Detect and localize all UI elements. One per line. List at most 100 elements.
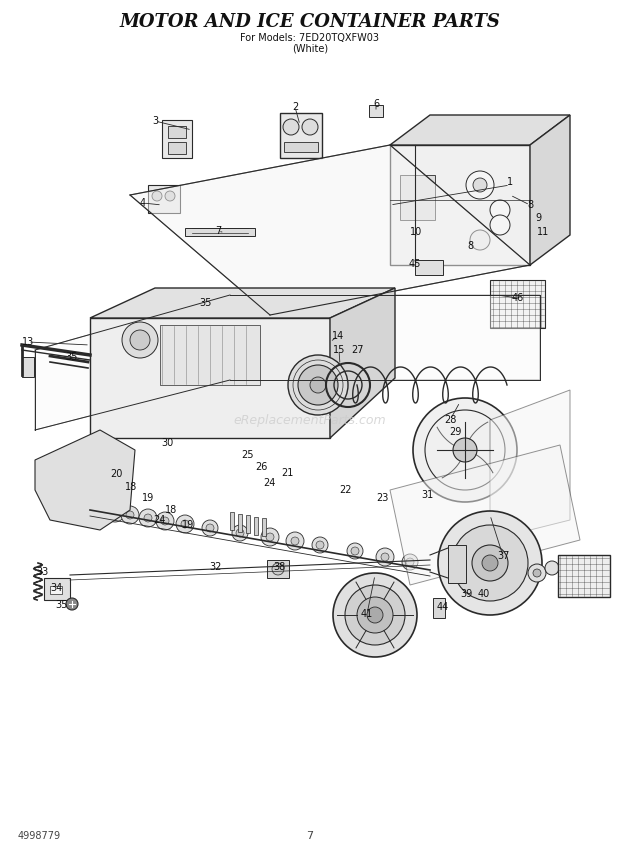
Circle shape [402,554,418,570]
Text: 1: 1 [507,177,513,187]
Text: 28: 28 [444,415,456,425]
Circle shape [232,525,248,541]
Bar [400,175,435,220]
Circle shape [466,171,494,199]
Bar [168,126,186,138]
Text: 35: 35 [66,352,78,362]
Circle shape [470,230,490,250]
Circle shape [202,520,218,536]
Circle shape [110,507,120,517]
Circle shape [333,573,417,657]
Bar [415,260,443,275]
Text: 27: 27 [352,345,365,355]
Bar [230,512,234,530]
Circle shape [236,529,244,537]
Bar [160,325,260,385]
Text: 37: 37 [497,551,509,561]
Text: 22: 22 [339,485,352,495]
Text: 18: 18 [125,482,137,492]
Polygon shape [90,288,395,318]
Text: 18: 18 [165,505,177,515]
Text: 14: 14 [332,331,344,341]
Polygon shape [490,390,570,540]
Circle shape [312,537,328,553]
Circle shape [302,119,318,135]
Bar [162,120,192,158]
Polygon shape [390,115,570,145]
Text: 11: 11 [537,227,549,237]
Text: 7: 7 [306,831,314,841]
Circle shape [161,517,169,525]
Circle shape [413,398,517,502]
Circle shape [482,555,498,571]
Circle shape [316,541,324,549]
Text: 19: 19 [182,520,194,530]
Bar [558,555,610,597]
Circle shape [283,119,299,135]
Circle shape [156,512,174,530]
Circle shape [130,330,150,350]
Circle shape [381,553,389,561]
Polygon shape [35,430,135,530]
Text: 39: 39 [460,589,472,599]
Polygon shape [530,115,570,265]
Bar [262,518,266,536]
Circle shape [288,355,348,415]
Circle shape [298,365,338,405]
Text: 25: 25 [242,450,254,460]
Circle shape [545,561,559,575]
Circle shape [310,377,326,393]
Circle shape [438,511,542,615]
Bar [448,545,466,583]
Bar [44,578,70,600]
Text: 24: 24 [153,515,165,525]
Bar [284,142,318,152]
Text: 10: 10 [410,227,422,237]
Text: 35: 35 [199,298,211,308]
Bar [185,228,255,236]
Circle shape [490,215,510,235]
Text: 24: 24 [263,478,275,488]
Circle shape [176,515,194,533]
Circle shape [453,438,477,462]
Text: 33: 33 [36,567,48,577]
Circle shape [121,506,139,524]
Text: eReplacementParts.com: eReplacementParts.com [234,413,386,426]
Circle shape [122,322,158,358]
Text: 8: 8 [527,200,533,210]
Circle shape [66,598,78,610]
Polygon shape [390,445,580,585]
Circle shape [206,524,214,532]
Circle shape [357,597,393,633]
Circle shape [351,547,359,555]
Bar [267,560,289,578]
Text: 2: 2 [292,102,298,112]
Bar [90,318,330,438]
Bar [50,586,62,594]
Text: MOTOR AND ICE CONTAINER PARTS: MOTOR AND ICE CONTAINER PARTS [120,13,500,31]
Circle shape [266,533,274,541]
Text: 15: 15 [333,345,345,355]
Circle shape [105,502,125,522]
Text: 21: 21 [281,468,293,478]
Circle shape [367,607,383,623]
Bar [22,357,34,377]
Bar [369,105,383,117]
Text: 19: 19 [142,493,154,503]
Circle shape [376,548,394,566]
Bar [490,280,545,328]
Text: (White): (White) [292,43,328,53]
Text: 13: 13 [22,337,34,347]
Text: 35: 35 [56,600,68,610]
Bar [246,515,250,533]
Bar [238,514,242,532]
Bar [280,113,322,158]
Text: 8: 8 [467,241,473,251]
Text: 23: 23 [376,493,388,503]
Circle shape [126,511,134,519]
Polygon shape [390,145,530,265]
Text: 4998779: 4998779 [18,831,61,841]
Circle shape [347,543,363,559]
Circle shape [452,525,528,601]
Text: 7: 7 [215,226,221,236]
